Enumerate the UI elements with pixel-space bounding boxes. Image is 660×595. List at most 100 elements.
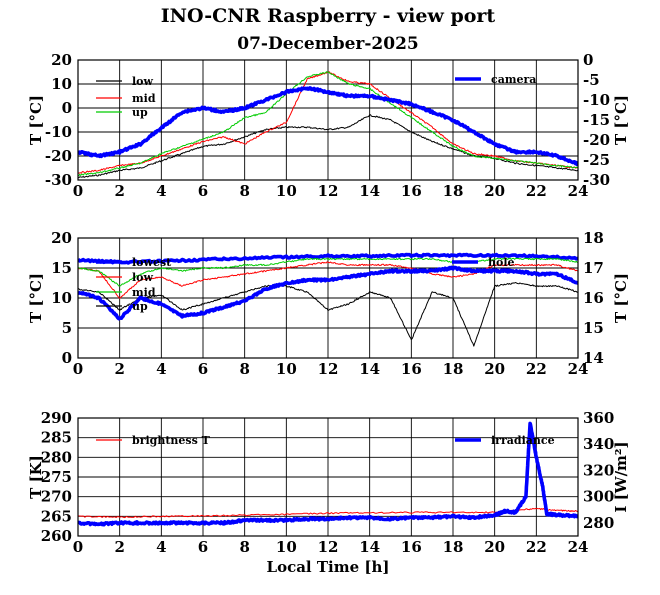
x-tick-label: 24 [568, 538, 589, 556]
y-right-axis-label: I [W/m²] [612, 441, 630, 512]
x-tick-label: 24 [568, 182, 589, 200]
x-tick-label: 2 [114, 182, 124, 200]
y-left-axis-label: T [K] [27, 455, 45, 499]
x-tick-label: 24 [568, 360, 589, 378]
legend-label: mid [132, 92, 156, 105]
chart-panel-2: 0 2 4 6 8 10 12 14 16 18 20 22 24051015201415161718T… [27, 229, 630, 378]
x-tick-label: 12 [318, 360, 339, 378]
legend-label: hole [488, 256, 515, 269]
x-tick-label: 2 [114, 360, 124, 378]
x-tick-label: 0 [73, 182, 83, 200]
y-right-axis-label: T [°C] [612, 273, 630, 323]
x-tick-label: 22 [526, 538, 547, 556]
x-tick-label: 18 [443, 182, 464, 200]
plot-frame [77, 237, 579, 359]
x-tick-label: 20 [484, 360, 505, 378]
series-line-camera [78, 86, 578, 167]
y-left-tick-label: 280 [41, 448, 72, 466]
legend-label: up [132, 106, 148, 119]
y-right-tick-label: 14 [583, 349, 604, 367]
x-tick-label: 20 [484, 182, 505, 200]
y-right-tick-label: 0 [583, 51, 593, 69]
y-left-axis-label: T [°C] [27, 95, 45, 145]
series-line-up [78, 71, 578, 177]
y-right-tick-label: -30 [583, 171, 610, 189]
y-right-tick-label: -15 [583, 111, 610, 129]
y-right-tick-label: 280 [583, 514, 614, 532]
x-tick-label: 18 [443, 360, 464, 378]
y-left-tick-label: -20 [45, 147, 72, 165]
chart-title: INO-CNR Raspberry - view port [161, 5, 496, 27]
legend-label: brightness T [132, 434, 211, 447]
series-line-irradiance [78, 421, 578, 527]
legend-label: low [132, 271, 154, 284]
y-right-tick-label: -5 [583, 71, 600, 89]
x-tick-label: 14 [359, 182, 380, 200]
series-line-low [78, 114, 578, 179]
x-tick-label: 22 [526, 360, 547, 378]
x-tick-label: 4 [156, 538, 166, 556]
x-tick-label: 2 [114, 538, 124, 556]
legend-label: low [132, 75, 154, 88]
y-left-tick-label: 270 [41, 488, 72, 506]
y-left-tick-label: -10 [45, 123, 72, 141]
chart-panels: 0 2 4 6 8 10 12 14 16 18 20 22 24-30-20-1001020-30-2… [27, 51, 630, 556]
x-tick-label: 8 [239, 538, 249, 556]
y-left-tick-label: 0 [62, 349, 72, 367]
legend-label: lowest [132, 256, 172, 269]
y-left-tick-label: 0 [62, 99, 72, 117]
series-line-lowest [78, 252, 578, 265]
y-left-tick-label: 290 [41, 409, 72, 427]
y-right-tick-label: 360 [583, 409, 614, 427]
x-tick-label: 4 [156, 360, 166, 378]
x-tick-label: 16 [401, 538, 422, 556]
x-tick-label: 4 [156, 182, 166, 200]
x-tick-label: 8 [239, 360, 249, 378]
series-line-mid [78, 257, 578, 287]
x-tick-label: 18 [443, 538, 464, 556]
plot-frame [77, 417, 579, 537]
y-left-tick-label: 20 [51, 51, 72, 69]
x-axis-label: Local Time [h] [267, 558, 390, 576]
y-right-tick-label: -25 [583, 151, 610, 169]
y-right-tick-label: 340 [583, 435, 614, 453]
x-tick-label: 16 [401, 182, 422, 200]
chart-panel-3: 0 2 4 6 8 10 12 14 16 18 20 22 242602652702752802852… [27, 409, 630, 556]
x-tick-label: 6 [198, 182, 208, 200]
x-tick-label: 6 [198, 538, 208, 556]
x-tick-label: 20 [484, 538, 505, 556]
y-left-tick-label: 20 [51, 229, 72, 247]
x-tick-label: 14 [359, 538, 380, 556]
legend-label: up [132, 300, 148, 313]
y-left-tick-label: 260 [41, 527, 72, 545]
x-tick-label: 0 [73, 360, 83, 378]
x-tick-label: 12 [318, 538, 339, 556]
y-right-tick-label: 300 [583, 488, 614, 506]
chart-subtitle: 07-December-2025 [237, 34, 418, 54]
y-right-tick-label: -10 [583, 91, 610, 109]
y-left-tick-label: 275 [41, 468, 72, 486]
x-tick-label: 22 [526, 182, 547, 200]
y-right-tick-label: 16 [583, 289, 604, 307]
y-right-tick-label: 15 [583, 319, 604, 337]
y-left-tick-label: -30 [45, 171, 72, 189]
y-left-tick-label: 10 [51, 289, 72, 307]
y-right-tick-label: 18 [583, 229, 604, 247]
series-line-up [78, 282, 578, 347]
x-tick-label: 10 [276, 538, 297, 556]
x-tick-label: 6 [198, 360, 208, 378]
series-line-brightness-T [78, 507, 578, 519]
legend-label: mid [132, 286, 156, 299]
series-line-low [78, 261, 578, 299]
y-right-tick-label: -20 [583, 131, 610, 149]
x-tick-label: 8 [239, 182, 249, 200]
x-tick-label: 14 [359, 360, 380, 378]
plot-frame [77, 59, 579, 181]
y-left-tick-label: 10 [51, 75, 72, 93]
y-right-tick-label: 17 [583, 259, 604, 277]
y-left-tick-label: 15 [51, 259, 72, 277]
y-right-tick-label: 320 [583, 461, 614, 479]
y-left-tick-label: 285 [41, 429, 72, 447]
x-tick-label: 10 [276, 360, 297, 378]
